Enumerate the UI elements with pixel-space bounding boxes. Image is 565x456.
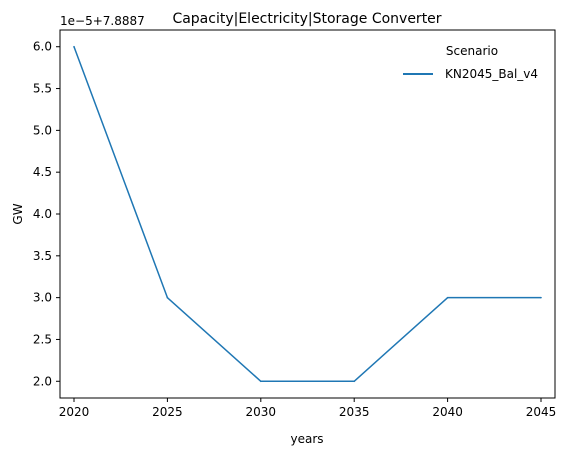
y-axis-label: GW	[11, 203, 25, 224]
legend: Scenario KN2045_Bal_v4	[403, 44, 538, 81]
plot-area: 2020 2025 2030 2035 2040 2045 2.0 2.5 3.0 3.5 4.0…	[33, 29, 557, 419]
x-tick-label: 2045	[526, 405, 557, 419]
data-point	[166, 296, 169, 299]
y-tick-label: 4.0	[33, 207, 52, 221]
y-axis-ticks: 2.0 2.5 3.0 3.5 4.0 4.5 5.0 5.5 6.0	[33, 40, 60, 388]
data-point	[540, 296, 542, 299]
data-point	[73, 45, 75, 48]
y-offset-text: 1e−5+7.8887	[60, 14, 145, 28]
x-tick-label: 2030	[246, 405, 277, 419]
y-tick-label: 3.0	[33, 291, 52, 305]
series-layer	[73, 45, 542, 383]
y-tick-label: 4.5	[33, 165, 52, 179]
y-tick-label: 3.5	[33, 249, 52, 263]
y-tick-label: 6.0	[33, 40, 52, 54]
x-axis-ticks: 2020 2025 2030 2035 2040 2045	[59, 398, 557, 419]
y-tick-label: 5.0	[33, 123, 52, 137]
series-line	[73, 46, 541, 383]
data-point	[446, 296, 449, 299]
data-point	[260, 380, 262, 383]
data-point	[353, 380, 355, 383]
plot-frame	[59, 29, 556, 399]
y-tick-label: 2.5	[33, 332, 52, 346]
x-axis-label: years	[290, 432, 323, 446]
x-tick-label: 2035	[339, 405, 370, 419]
legend-entry-label: KN2045_Bal_v4	[445, 67, 538, 81]
x-tick-label: 2025	[152, 405, 183, 419]
y-tick-label: 5.5	[33, 82, 52, 96]
x-tick-label: 2040	[432, 405, 463, 419]
y-tick-label: 2.0	[33, 374, 52, 388]
chart-title: Capacity|Electricity|Storage Converter	[172, 11, 441, 27]
x-tick-label: 2020	[59, 405, 90, 419]
legend-title: Scenario	[446, 44, 498, 58]
